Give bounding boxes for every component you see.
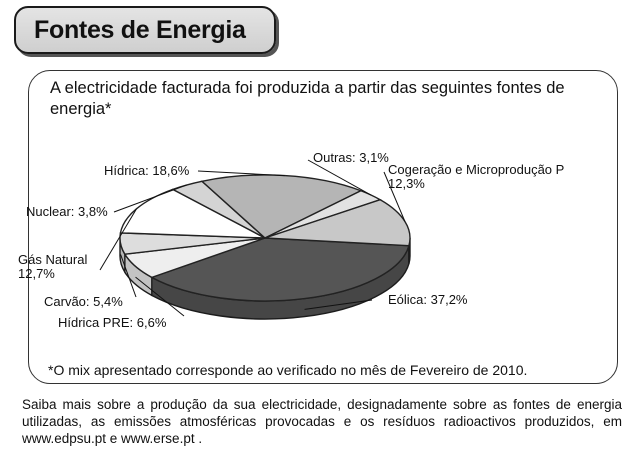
pie-leader-6: [307, 159, 372, 196]
pie-leader-7: [383, 171, 406, 222]
footer-text: Saiba mais sobre a produção da sua elect…: [22, 397, 622, 446]
pie-label-3: Gás Natural 12,7%: [18, 252, 87, 281]
pie-slice-7: [264, 198, 411, 247]
pie-leader-2: [120, 254, 137, 298]
footnote: *O mix apresentado corresponde ao verifi…: [48, 362, 528, 378]
pie-label-5: Hídrica: 18,6%: [104, 163, 190, 178]
pie-leader-1: [135, 276, 185, 317]
section-header: Fontes de Energia: [14, 6, 276, 54]
pie-leader-3: [99, 208, 137, 271]
pie-leader-0: [304, 299, 373, 310]
pie-slice-3: [119, 188, 266, 239]
pie-label-7: Cogeração e Microprodução P 12,3%: [388, 162, 564, 191]
pie-label-4: Nuclear: 3,8%: [26, 204, 108, 219]
pie-slice-0: [150, 237, 410, 302]
pie-label-1: Hídrica PRE: 6,6%: [58, 315, 167, 330]
pie-leader-5: [197, 170, 285, 177]
pie-label-2: Carvão: 5,4%: [44, 294, 123, 309]
pie-label-6: Outras: 3,1%: [313, 150, 389, 165]
intro-text: A electricidade facturada foi produzida …: [50, 79, 565, 118]
pie-label-0: Eólica: 37,2%: [388, 292, 468, 307]
pie-leader-4: [113, 184, 187, 213]
section-title: Fontes de Energia: [34, 16, 246, 44]
